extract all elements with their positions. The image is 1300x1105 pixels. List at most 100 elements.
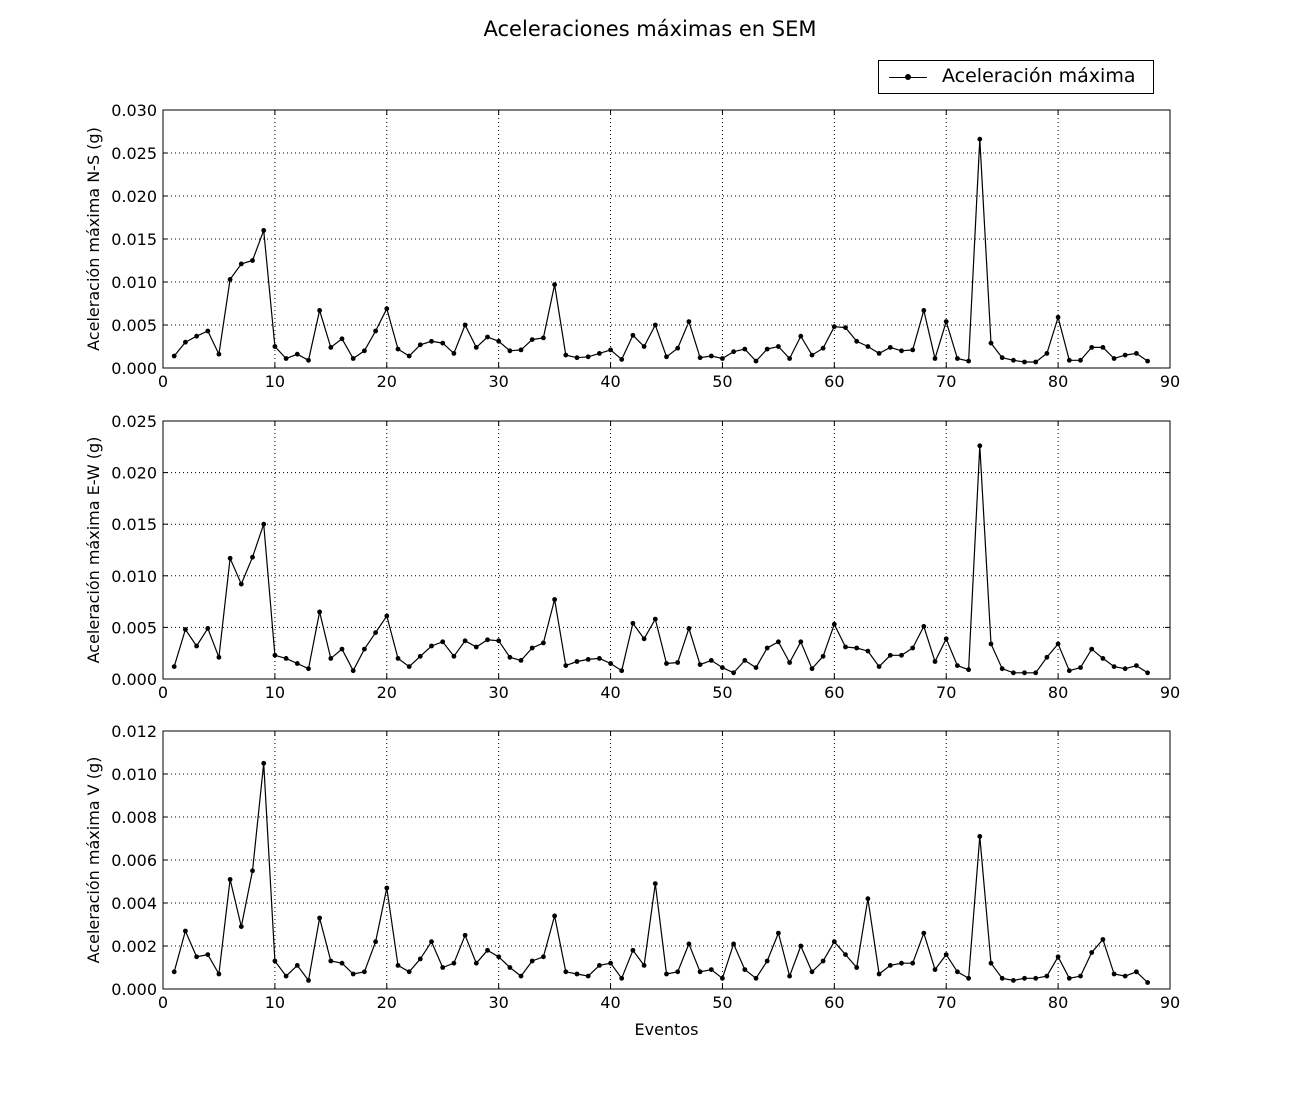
x-tick-label: 80 [1048, 683, 1068, 702]
data-point [641, 963, 647, 968]
data-point [507, 348, 513, 354]
data-point [697, 355, 703, 361]
data-point [496, 338, 502, 344]
data-point [1145, 358, 1150, 364]
data-point [809, 666, 815, 672]
data-point [317, 915, 322, 921]
data-point [563, 352, 569, 358]
data-point [753, 665, 759, 670]
data-point [1111, 971, 1117, 977]
data-point [227, 555, 233, 561]
legend: Aceleración máxima [878, 60, 1154, 94]
data-point [876, 351, 882, 356]
data-point [1100, 345, 1106, 350]
data-point [1022, 670, 1027, 676]
data-point [306, 357, 311, 363]
data-point [854, 338, 860, 344]
x-tick-label: 20 [377, 993, 397, 1012]
data-point [317, 308, 322, 313]
data-point [597, 963, 602, 968]
data-point [406, 353, 412, 359]
x-tick-label: 50 [712, 993, 732, 1012]
data-point [910, 645, 916, 651]
data-point [988, 641, 994, 647]
data-point [1122, 666, 1128, 672]
data-point [541, 640, 546, 646]
data-point [921, 624, 927, 629]
data-point [529, 958, 535, 964]
data-point [205, 626, 211, 631]
data-point [731, 670, 736, 676]
data-point [630, 332, 636, 338]
data-point [865, 896, 871, 902]
data-point [1011, 670, 1016, 676]
data-point [731, 941, 736, 947]
data-point [194, 954, 200, 960]
data-point [250, 868, 255, 874]
y-tick-label: 0.004 [111, 894, 157, 913]
data-point [764, 645, 770, 651]
data-point [429, 939, 434, 945]
data-point [171, 969, 177, 975]
data-point [876, 664, 882, 669]
data-point [652, 616, 658, 622]
x-tick-label: 20 [377, 372, 397, 391]
data-point [362, 348, 367, 354]
data-point [552, 282, 557, 287]
y-tick-label: 0.012 [111, 722, 157, 741]
y-tick-label: 0.008 [111, 808, 157, 827]
x-tick-label: 10 [265, 372, 285, 391]
data-point [317, 609, 322, 615]
x-tick-label: 0 [158, 683, 168, 702]
data-point [1055, 314, 1061, 320]
data-point [999, 666, 1005, 672]
data-point [183, 339, 188, 345]
data-point [887, 963, 893, 968]
data-point [384, 613, 390, 619]
data-point [720, 356, 725, 361]
data-point [764, 958, 770, 964]
data-point [809, 352, 815, 358]
data-point [362, 969, 367, 975]
x-tick-label: 60 [824, 683, 844, 702]
data-point [966, 975, 971, 981]
data-point [820, 653, 826, 659]
data-point [865, 344, 871, 349]
data-point [462, 638, 468, 644]
data-point [597, 656, 602, 661]
data-point [664, 354, 669, 360]
data-point [183, 627, 188, 632]
data-point [429, 643, 434, 649]
data-point [608, 661, 613, 666]
data-point [1145, 980, 1150, 985]
data-point [328, 345, 334, 350]
data-point [686, 626, 692, 631]
data-point [1111, 356, 1117, 361]
data-point [955, 969, 960, 975]
data-point [798, 943, 804, 949]
data-point [384, 885, 390, 891]
x-tick-label: 30 [488, 683, 508, 702]
data-point [1089, 345, 1095, 350]
data-point [529, 337, 535, 342]
data-point [272, 652, 278, 658]
data-point [238, 924, 244, 929]
x-tick-label: 30 [488, 372, 508, 391]
y-tick-label: 0.015 [111, 515, 157, 534]
x-tick-label: 70 [936, 993, 956, 1012]
data-point [1044, 351, 1050, 356]
x-tick-label: 60 [824, 993, 844, 1012]
data-point [227, 277, 233, 282]
data-point [261, 760, 267, 766]
data-point [787, 973, 792, 979]
data-point [843, 952, 848, 957]
y-tick-label: 0.010 [111, 273, 157, 292]
data-point [887, 345, 893, 350]
x-tick-label: 0 [158, 993, 168, 1012]
y-tick-label: 0.000 [111, 670, 157, 689]
y-tick-label: 0.010 [111, 765, 157, 784]
data-point [764, 346, 770, 352]
data-point [306, 666, 311, 672]
data-point [686, 319, 692, 324]
